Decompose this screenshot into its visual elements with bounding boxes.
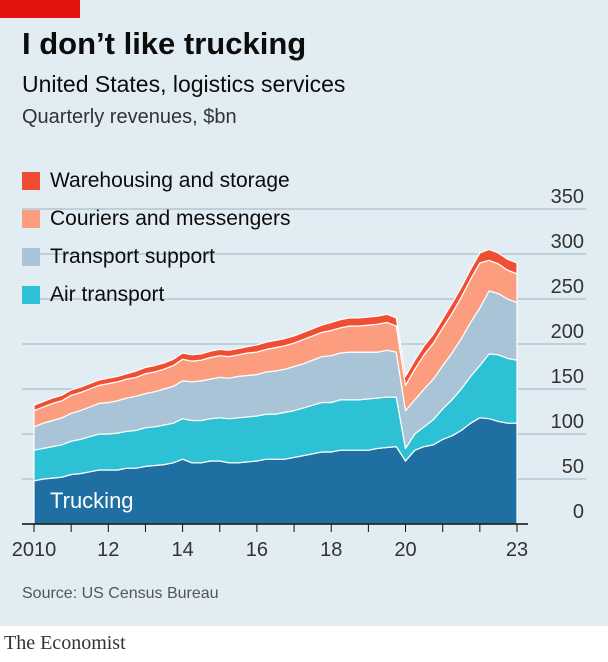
y-tick-label: 250 [551, 276, 584, 298]
x-tick-label: 2010 [12, 539, 57, 561]
legend-swatch-air-transport [22, 286, 40, 304]
legend-label-warehousing: Warehousing and storage [50, 169, 290, 192]
area-chart: 0 50 100 150 200 250 300 350 2010 12 14 16 18 20 23 T… [12, 186, 586, 561]
x-tick-label: 16 [246, 539, 268, 561]
legend-item-warehousing: Warehousing and storage [22, 162, 290, 200]
chart-legend: Warehousing and storage Couriers and mes… [22, 162, 290, 314]
y-tick-label: 150 [551, 366, 584, 388]
y-tick-label: 50 [562, 456, 584, 478]
trucking-inline-label: Trucking [50, 488, 134, 513]
x-tick-label: 23 [506, 539, 528, 561]
x-tick-label: 18 [320, 539, 342, 561]
chart-title: I don’t like trucking [22, 26, 307, 61]
y-tick-label: 200 [551, 321, 584, 343]
legend-swatch-couriers [22, 210, 40, 228]
legend-label-transport-support: Transport support [50, 245, 215, 268]
x-tick-label: 12 [97, 539, 119, 561]
y-tick-label: 300 [551, 231, 584, 253]
chart-subtitle: United States, logistics services [22, 71, 346, 97]
legend-label-couriers: Couriers and messengers [50, 207, 291, 230]
brand-red-tag [0, 0, 80, 18]
legend-item-transport-support: Transport support [22, 238, 290, 276]
y-tick-label: 350 [551, 186, 584, 208]
legend-item-couriers: Couriers and messengers [22, 200, 290, 238]
legend-swatch-transport-support [22, 248, 40, 266]
x-tick-label: 20 [394, 539, 416, 561]
area-warehousing-and-storage [33, 248, 518, 412]
legend-label-air-transport: Air transport [50, 283, 165, 306]
x-tick-label: 14 [171, 539, 193, 561]
legend-item-air-transport: Air transport [22, 276, 290, 314]
chart-source: Source: US Census Bureau [22, 585, 219, 602]
y-tick-label: 0 [573, 501, 584, 523]
legend-swatch-warehousing [22, 172, 40, 190]
chart-units: Quarterly revenues, $bn [22, 106, 237, 128]
economist-brand: The Economist [4, 632, 126, 654]
y-tick-label: 100 [551, 411, 584, 433]
